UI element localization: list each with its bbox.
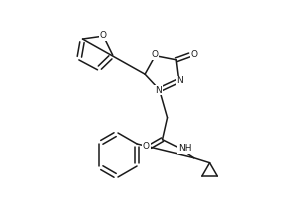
- Text: O: O: [152, 50, 158, 59]
- Text: N: N: [176, 76, 183, 85]
- Text: NH: NH: [178, 144, 191, 153]
- Text: O: O: [100, 31, 107, 40]
- Text: O: O: [143, 142, 150, 151]
- Text: N: N: [155, 86, 162, 95]
- Text: O: O: [191, 50, 198, 59]
